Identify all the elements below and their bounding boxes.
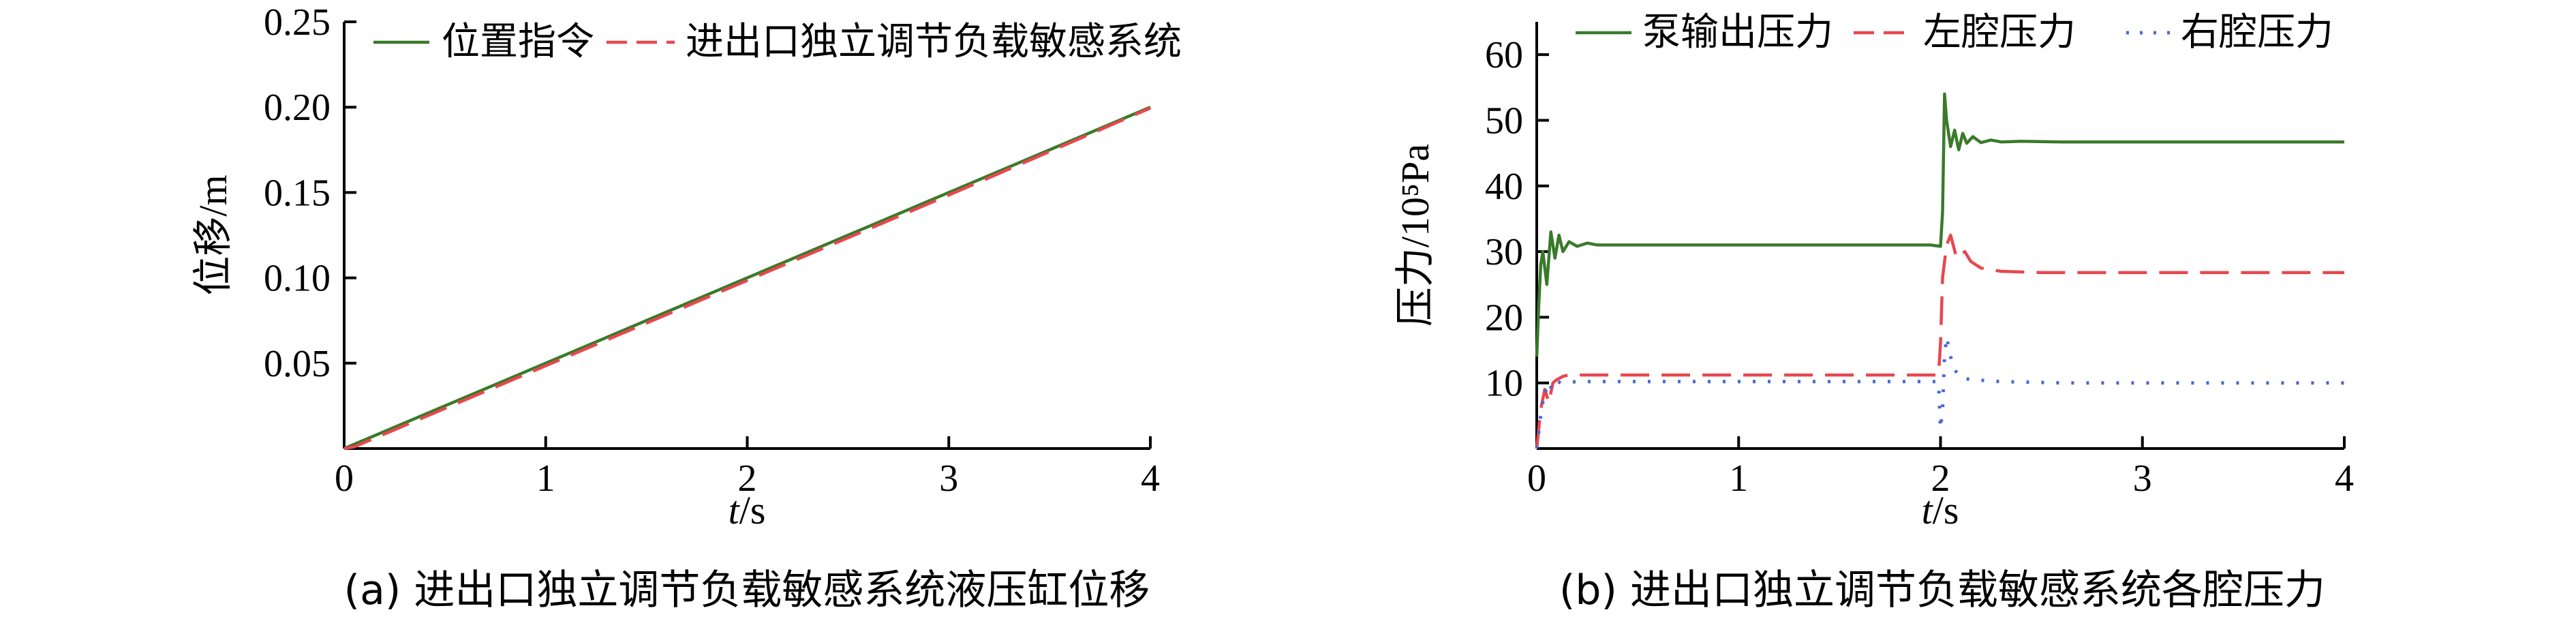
legend-label-1: 泵输出压力 (1642, 10, 1833, 55)
y-tick-label: 0.05 (264, 343, 331, 385)
x-tick-label: 3 (939, 457, 958, 500)
legend-label-2: 左腔压力 (1923, 10, 2076, 55)
series-line-2 (343, 106, 1151, 451)
x-tick-label: 2 (738, 457, 757, 500)
panel-a: 0 1 2 3 4 0.05 0.10 0.15 0.20 0.25 t/s 位移/m 位置指令 进出口独… (191, 1, 1182, 614)
panel-b: 0 1 2 3 4 10 20 30 40 50 60 t/s 压力/10⁵Pa 泵输出压力 左腔压力 右腔压… (1393, 10, 2354, 614)
x-tick-label: 2 (1931, 457, 1950, 500)
x-tick-label: 4 (1141, 457, 1160, 500)
y-tick-label: 0.25 (264, 1, 331, 44)
series-line-1 (1535, 92, 2344, 357)
x-axis-label: t/s (729, 488, 766, 532)
x-axis-label-symbol: t (1922, 488, 1934, 532)
legend-label-1: 位置指令 (442, 20, 594, 64)
y-tick-label: 0.10 (264, 258, 331, 300)
y-tick-label: 50 (1485, 100, 1523, 142)
y-tick-label: 60 (1485, 34, 1523, 76)
y-tick-label: 0.20 (264, 87, 331, 129)
x-axis-label: t/s (1922, 488, 1959, 532)
figure-caption: (b) 进出口独立调节负载敏感系统各腔压力 (1559, 566, 2325, 614)
y-tick-label: 40 (1485, 166, 1523, 208)
x-tick-label: 0 (1527, 457, 1546, 500)
series-line-1 (343, 106, 1151, 451)
x-tick-label: 1 (536, 457, 555, 500)
y-tick-label: 10 (1485, 363, 1523, 405)
y-tick-label: 20 (1485, 297, 1523, 339)
series-line-2 (1535, 233, 2344, 449)
x-tick-label: 1 (1729, 457, 1748, 500)
y-axis-label: 压力/10⁵Pa (1393, 144, 1437, 327)
x-tick-label: 3 (2133, 457, 2152, 500)
figure-caption: (a) 进出口独立调节负载敏感系统液压缸位移 (344, 566, 1150, 614)
y-axis-label: 位移/m (191, 175, 235, 295)
x-axis-label-unit: /s (739, 488, 766, 532)
x-tick-label: 0 (335, 457, 354, 500)
y-tick-label: 30 (1485, 231, 1523, 273)
legend-label-3: 右腔压力 (2181, 10, 2333, 55)
y-tick-label: 0.15 (264, 172, 331, 214)
legend-label-2: 进出口独立调节负载敏感系统 (686, 20, 1182, 64)
x-tick-label: 4 (2335, 457, 2354, 500)
x-axis-label-unit: /s (1933, 488, 1959, 532)
x-axis-label-symbol: t (729, 488, 741, 532)
